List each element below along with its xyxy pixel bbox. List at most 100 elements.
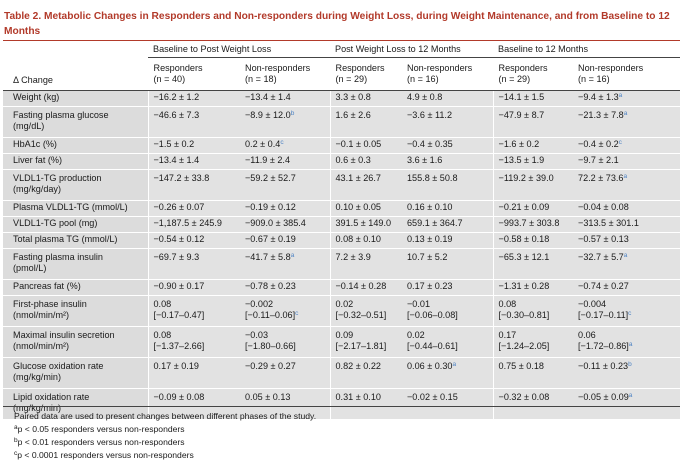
sub-header-row: Δ Change Responders (n = 40) Non-responder…	[3, 57, 681, 91]
table-cell: −0.14 ± 0.28	[329, 279, 402, 296]
row-label-line: Maximal insulin secretion	[13, 329, 115, 340]
cell-value: [−0.30–0.81]	[498, 309, 550, 320]
cell-value: −0.05 ± 0.09	[578, 391, 629, 402]
cell-line: 391.5 ± 149.0	[336, 218, 403, 229]
cell-value: −0.74 ± 0.27	[578, 281, 629, 292]
cell-line: 0.17 ± 0.19	[154, 361, 241, 372]
table-cell: −0.1 ± 0.05	[329, 137, 402, 154]
cell-value: −1,187.5 ± 245.9	[153, 218, 222, 229]
table-row: Total plasma TG (mmol/L) −0.54 ± 0.12 −0.6…	[3, 232, 681, 249]
cell-value: −0.4 ± 0.2	[578, 139, 619, 150]
table-cell: 0.09 [−2.17–1.81]	[329, 326, 403, 358]
cell-value: [−2.17–1.81]	[335, 340, 387, 351]
table-cell: 0.75 ± 0.18	[492, 357, 574, 389]
cell-line: [−0.17–0.47]	[154, 310, 241, 321]
cell-value: 0.09	[335, 329, 354, 340]
group-header: Baseline to Post Weight Loss	[148, 42, 330, 58]
cell-value: −9.7 ± 2.1	[578, 155, 619, 166]
column-header-name: Non-responders	[245, 62, 311, 73]
column-header: Responders (n = 40)	[147, 57, 240, 91]
cell-line: −909.0 ± 385.4	[245, 218, 330, 229]
row-label-line: First-phase insulin	[13, 298, 87, 309]
significance-marker: a	[623, 251, 628, 259]
cell-value: −0.32 ± 0.08	[498, 391, 550, 402]
table-cell: −0.54 ± 0.12	[147, 232, 240, 249]
table-cell: 659.1 ± 364.7	[402, 216, 494, 233]
cell-value: 155.8 ± 50.8	[407, 172, 458, 183]
cell-line: −3.6 ± 11.2	[407, 110, 493, 121]
cell-value: 0.82 ± 0.22	[335, 360, 381, 371]
table-cell: 0.31 ± 0.10	[329, 388, 402, 420]
table-cell: 3.6 ± 1.6	[402, 153, 494, 170]
cell-line: 0.08 ± 0.10	[336, 234, 403, 245]
column-header-name: Responders	[498, 62, 548, 73]
cell-line: −0.11 ± 0.23b	[578, 361, 680, 372]
cell-line: −0.29 ± 0.27	[245, 361, 330, 372]
cell-value: 0.08	[498, 298, 517, 309]
cell-line: −13.4 ± 1.4	[154, 155, 241, 166]
cell-value: −0.54 ± 0.12	[153, 234, 205, 245]
table-cell: 0.16 ± 0.10	[402, 200, 494, 217]
cell-value: −0.4 ± 0.35	[407, 139, 453, 150]
cell-line: −0.09 ± 0.08	[154, 392, 241, 403]
cell-value: 0.10 ± 0.05	[335, 202, 381, 213]
footnote: ap < 0.05 responders versus non-responde…	[14, 423, 185, 435]
column-header-name: Non-responders	[578, 62, 644, 73]
table-cell: 0.17 ± 0.19	[147, 357, 241, 389]
cell-line: −119.2 ± 39.0	[499, 173, 574, 184]
table-cell: 4.9 ± 0.8	[402, 90, 494, 107]
table-cell: −32.7 ± 5.7a	[573, 248, 681, 280]
significance-marker: c	[280, 139, 284, 147]
table-cell: 0.6 ± 0.3	[329, 153, 403, 170]
cell-value: −0.21 ± 0.09	[498, 202, 550, 213]
cell-value: −0.004	[578, 298, 607, 309]
footnote-marker: b	[14, 437, 18, 444]
cell-value: −313.5 ± 301.1	[578, 218, 639, 229]
table-cell: −59.2 ± 52.7	[240, 169, 330, 201]
cell-value: −993.7 ± 303.8	[498, 218, 560, 229]
row-label: HbA1c (%)	[3, 137, 148, 154]
table-cell: −9.7 ± 2.1	[573, 153, 681, 170]
cell-value: 1.6 ± 2.6	[335, 109, 371, 120]
table-cell: −0.74 ± 0.27	[573, 279, 681, 296]
cell-value: −59.2 ± 52.7	[245, 172, 296, 183]
table-cell: 0.17 ± 0.23	[402, 279, 494, 296]
cell-line: 72.2 ± 73.6a	[578, 173, 680, 184]
table-cell: −1.31 ± 0.28	[492, 279, 574, 296]
cell-line: [−1.80–0.66]	[245, 341, 330, 352]
column-header-n: (n = 40)	[153, 73, 186, 84]
table-cell: −0.4 ± 0.35	[402, 137, 494, 154]
cell-line: −0.19 ± 0.12	[245, 202, 330, 213]
cell-value: −21.3 ± 7.8	[578, 109, 624, 120]
table-cell: 155.8 ± 50.8	[402, 169, 494, 201]
significance-marker: a	[623, 109, 628, 117]
row-label-line: Weight (kg)	[13, 92, 60, 103]
table-cell: −0.67 ± 0.19	[240, 232, 330, 249]
table-row: VLDL1-TG production (mg/kg/day) −147.2 ± 3…	[3, 169, 681, 201]
table-row: Plasma VLDL1-TG (mmol/L) −0.26 ± 0.07 −0.1…	[3, 200, 681, 217]
cell-line: 4.9 ± 0.8	[407, 92, 493, 103]
table-cell: −0.09 ± 0.08	[147, 388, 241, 420]
cell-value: −0.78 ± 0.23	[245, 281, 296, 292]
cell-line: −11.9 ± 2.4	[245, 155, 330, 166]
table-row: First-phase insulin (nmol/min/m²) 0.08 [−0.…	[3, 295, 681, 327]
table-cell: −0.04 ± 0.08	[573, 200, 681, 217]
cell-value: −1.31 ± 0.28	[498, 281, 550, 292]
column-header: Responders (n = 29)	[329, 57, 402, 91]
cell-value: 0.17	[498, 329, 517, 340]
table-cell: 0.17 [−1.24–2.05]	[492, 326, 574, 358]
table-cell: −0.002 [−0.11–0.06]c	[240, 295, 330, 327]
table-cell: 0.82 ± 0.22	[329, 357, 402, 389]
cell-value: 0.02	[335, 298, 354, 309]
cell-line: −21.3 ± 7.8a	[578, 110, 680, 121]
cell-line: −47.9 ± 8.7	[499, 110, 574, 121]
cell-line: 0.16 ± 0.10	[407, 202, 493, 213]
table-cell: −3.6 ± 11.2	[402, 106, 494, 138]
cell-line: 0.10 ± 0.05	[336, 202, 403, 213]
cell-line: −14.1 ± 1.5	[499, 92, 574, 103]
cell-value: 4.9 ± 0.8	[407, 92, 443, 103]
cell-value: −0.03	[245, 329, 269, 340]
table-row: Weight (kg) −16.2 ± 1.2 −13.4 ± 1.4 3.3 ± 0…	[3, 90, 681, 107]
cell-line: 0.6 ± 0.3	[336, 155, 403, 166]
cell-line: 0.09	[336, 330, 403, 341]
